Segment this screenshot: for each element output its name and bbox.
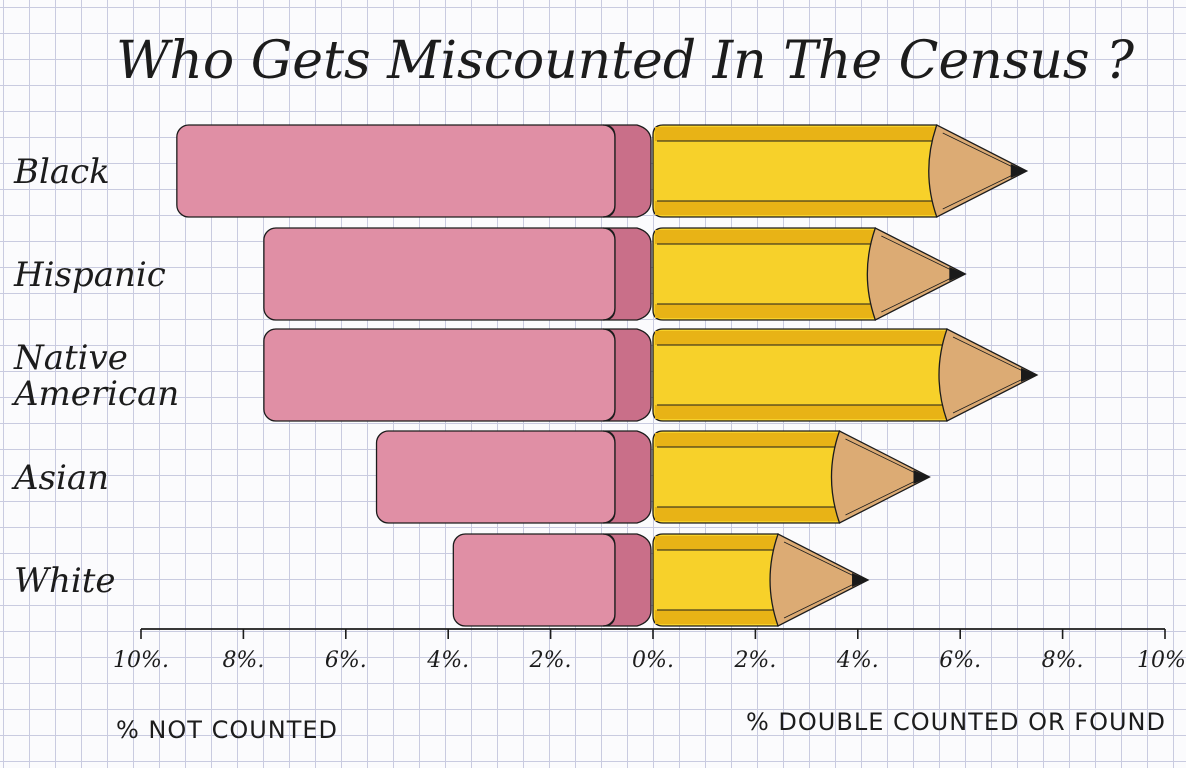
pencil-bottom-facet: [655, 304, 876, 318]
pencil-lead-tip: [852, 573, 869, 587]
eraser-bar-4: [452, 533, 652, 627]
category-label: Asian: [11, 458, 109, 498]
x-tick-label: 4%.: [426, 648, 469, 673]
pencil-bottom-facet: [655, 405, 947, 419]
x-tick-label: 6%.: [325, 648, 367, 673]
x-tick-label: 4%.: [836, 648, 879, 673]
pencil-top-facet: [655, 230, 876, 244]
eraser-bar-0: [176, 124, 652, 218]
eraser-bar-1: [263, 227, 652, 321]
eraser-side: [602, 430, 652, 524]
x-axis: 10%. 8%. 6%. 4%. 2%. 0%. 2%. 4%. 6%. 8%. 10%.: [113, 628, 1186, 673]
right-axis-label: % DOUBLE COUNTED OR FOUND: [746, 708, 1166, 736]
pencil-lead-tip: [949, 267, 966, 281]
eraser-side: [602, 328, 652, 422]
pencil-bar-3: [652, 430, 931, 524]
bars-layer: [176, 124, 1039, 627]
pencil-lead-tip: [1021, 368, 1037, 382]
eraser-face: [176, 124, 616, 218]
category-label: Black: [13, 152, 110, 192]
eraser-bar-3: [375, 430, 652, 524]
pencil-lead-tip: [1010, 164, 1027, 178]
pencil-top-facet: [655, 127, 937, 141]
category-labels: Black Hispanic Native American Asian White: [11, 152, 179, 601]
x-tick-label: 8%.: [222, 648, 264, 673]
pencil-wood-line: [942, 132, 1017, 170]
left-axis-label: % NOT COUNTED: [116, 716, 338, 744]
x-tick-label: 0%.: [632, 648, 674, 673]
category-label-line: White: [14, 561, 116, 601]
eraser-side: [602, 227, 652, 321]
chart-title: Who Gets Miscounted In The Census ?: [116, 31, 1135, 91]
x-tick-label: 8%.: [1042, 648, 1084, 673]
category-label: Hispanic: [13, 255, 166, 295]
pencil-wood-tip: [769, 533, 870, 627]
category-label: Native American: [11, 338, 179, 414]
x-tick-label: 10%.: [1137, 648, 1186, 673]
pencil-bar-0: [652, 124, 1029, 218]
eraser-face: [263, 227, 616, 321]
eraser-bar-2: [263, 328, 652, 422]
pencil-bottom-facet: [655, 610, 779, 624]
pencil-bar-2: [652, 328, 1039, 422]
x-tick-label: 10%.: [113, 648, 169, 673]
pencil-top-facet: [655, 331, 947, 345]
pencil-wood-tip: [830, 430, 931, 524]
pencil-bottom-facet: [655, 507, 840, 521]
category-label-line: Hispanic: [13, 255, 166, 295]
pencil-wood-line: [881, 275, 956, 313]
pencil-wood-line: [783, 541, 859, 579]
eraser-side: [602, 124, 652, 218]
pencil-wood-line: [845, 478, 920, 516]
pencil-top-facet: [655, 433, 840, 447]
pencil-wood-line: [845, 438, 920, 476]
pencil-wood-tip: [938, 328, 1039, 422]
eraser-face: [375, 430, 616, 524]
eraser-side: [602, 533, 652, 627]
pencil-bar-1: [652, 227, 967, 321]
x-tick-label: 6%.: [939, 648, 981, 673]
pencil-wood-line: [783, 581, 859, 619]
pencil-bottom-facet: [655, 201, 937, 215]
pencil-top-facet: [655, 536, 779, 550]
x-tick-label: 2%.: [733, 648, 776, 673]
pencil-wood-line: [942, 172, 1017, 210]
eraser-face: [452, 533, 616, 627]
category-label: White: [14, 561, 116, 601]
x-tick-label: 2%.: [529, 648, 572, 673]
eraser-face: [263, 328, 616, 422]
pencil-wood-line: [952, 336, 1028, 374]
pencil-wood-line: [952, 376, 1028, 414]
category-label-line: Black: [13, 152, 110, 192]
pencil-wood-line: [881, 235, 956, 273]
category-label-line: American: [11, 374, 179, 414]
pencil-bar-4: [652, 533, 870, 627]
pencil-wood-tip: [866, 227, 967, 321]
pencil-lead-tip: [913, 470, 930, 484]
pencil-wood-tip: [928, 124, 1029, 218]
category-label-line: Asian: [11, 458, 109, 498]
category-label-line: Native: [13, 338, 128, 378]
